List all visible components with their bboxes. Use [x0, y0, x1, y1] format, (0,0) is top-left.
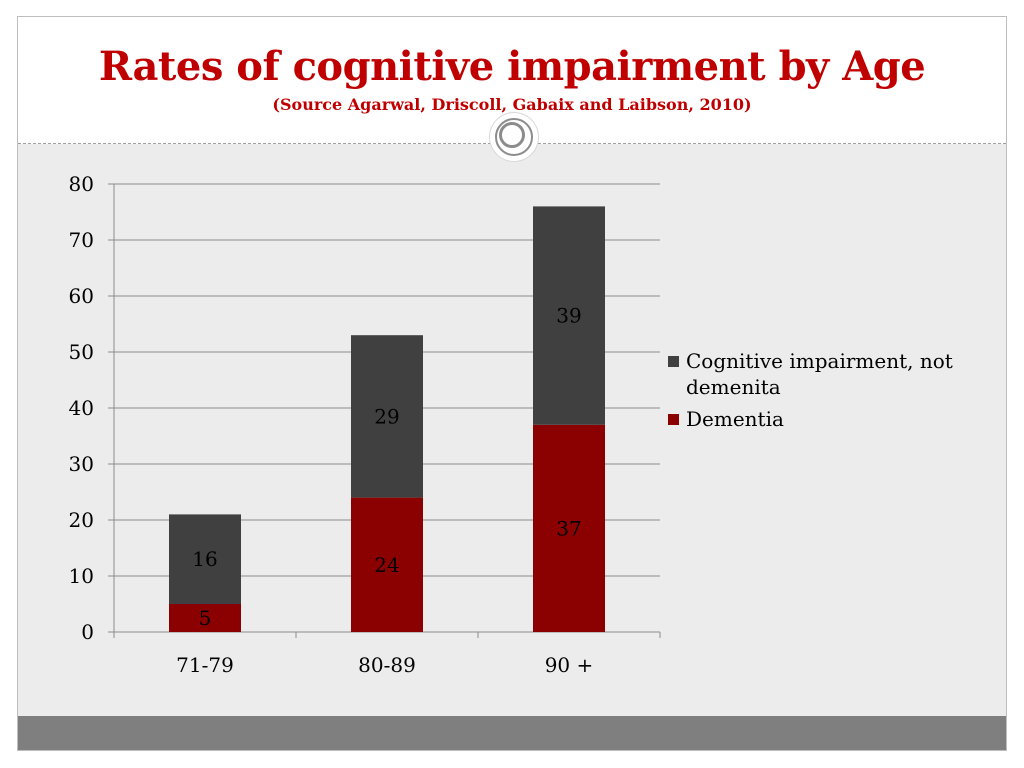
y-tick-label: 0: [81, 620, 94, 644]
legend-label-cognitive-impairment: Cognitive impairment, not demenita: [686, 349, 953, 399]
chart-legend: Cognitive impairment, not demenita Demen…: [668, 348, 976, 438]
bar-dementia: [533, 424, 605, 632]
slide-subtitle: (Source Agarwal, Driscoll, Gabaix and La…: [272, 95, 752, 114]
y-tick-label: 60: [69, 284, 94, 308]
y-tick-label: 30: [69, 452, 94, 476]
y-tick-label: 80: [69, 172, 94, 196]
data-label: 5: [199, 606, 212, 630]
y-tick-label: 20: [69, 508, 94, 532]
y-tick-label: 70: [69, 228, 94, 252]
legend-item-cognitive-impairment: Cognitive impairment, not demenita: [668, 348, 976, 400]
legend-label-dementia: Dementia: [686, 407, 784, 431]
data-label: 39: [556, 304, 581, 328]
bar-cognitive-impairment: [533, 206, 605, 425]
bar-dementia: [351, 497, 423, 632]
legend-swatch-dementia: [668, 414, 679, 425]
bar-dementia: [169, 604, 241, 632]
x-tick-label: 90 +: [545, 653, 594, 677]
circle-ornament-icon: [490, 113, 538, 161]
data-label: 24: [374, 553, 399, 577]
data-label: 37: [556, 516, 581, 540]
legend-item-dementia: Dementia: [668, 406, 976, 432]
footer-bar: [18, 716, 1006, 750]
bar-cognitive-impairment: [169, 514, 241, 604]
y-tick-label: 40: [69, 396, 94, 420]
x-tick-label: 71-79: [176, 653, 234, 677]
legend-swatch-cognitive-impairment: [668, 356, 679, 367]
bar-cognitive-impairment: [351, 335, 423, 498]
data-label: 29: [374, 404, 399, 428]
x-tick-label: 80-89: [358, 653, 416, 677]
y-tick-label: 50: [69, 340, 94, 364]
data-label: 16: [192, 547, 217, 571]
slide-title: Rates of cognitive impairment by Age: [98, 43, 926, 90]
y-tick-label: 10: [69, 564, 94, 588]
